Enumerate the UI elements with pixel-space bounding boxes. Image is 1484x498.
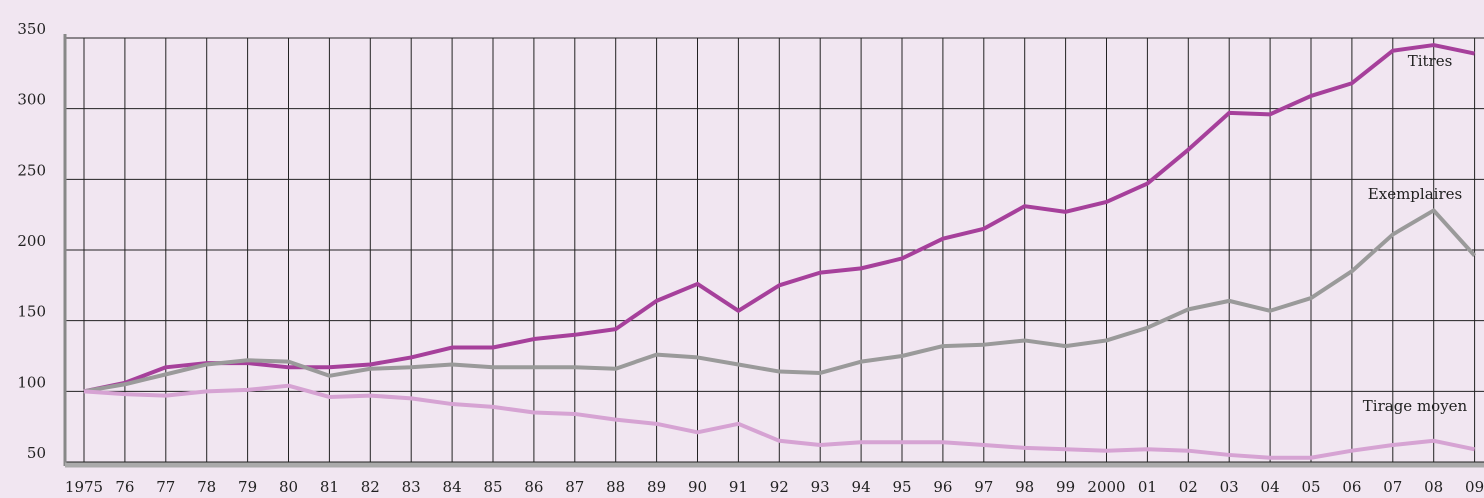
x-tick-label: 84: [443, 478, 462, 496]
y-tick-label: 100: [17, 373, 46, 391]
series-label: Exemplaires: [1368, 185, 1462, 203]
x-tick-label: 01: [1138, 478, 1157, 496]
x-tick-label: 76: [115, 478, 134, 496]
x-tick-label: 08: [1424, 478, 1443, 496]
x-tick-label: 80: [279, 478, 298, 496]
x-tick-label: 94: [852, 478, 871, 496]
x-tick-label: 1975: [65, 478, 103, 496]
series-line: [83, 43, 1476, 394]
x-tick-label: 2000: [1087, 478, 1125, 496]
x-tick-label: 87: [565, 478, 584, 496]
y-tick-label: 350: [17, 20, 46, 38]
y-tick-label: 50: [27, 444, 46, 462]
x-tick-label: 98: [1015, 478, 1034, 496]
x-tick-label: 82: [361, 478, 380, 496]
x-tick-label: 79: [238, 478, 257, 496]
x-tick-label: 86: [524, 478, 543, 496]
x-tick-label: 92: [770, 478, 789, 496]
series-label: Titres: [1408, 52, 1453, 70]
x-tick-label: 91: [729, 478, 748, 496]
x-tick-label: 97: [974, 478, 993, 496]
y-tick-label: 200: [17, 232, 46, 250]
x-tick-label: 90: [688, 478, 707, 496]
series-line: [83, 383, 1476, 460]
x-tick-label: 95: [892, 478, 911, 496]
x-tick-label: 78: [197, 478, 216, 496]
x-tick-label: 83: [402, 478, 421, 496]
x-tick-label: 89: [647, 478, 666, 496]
y-tick-label: 300: [17, 91, 46, 109]
x-tick-label: 85: [483, 478, 502, 496]
x-tick-label: 81: [320, 478, 339, 496]
series-label: Tirage moyen: [1363, 397, 1468, 415]
x-tick-label: 77: [156, 478, 175, 496]
x-tick-label: 05: [1301, 478, 1320, 496]
x-tick-label: 07: [1383, 478, 1402, 496]
series-line: [83, 208, 1477, 394]
x-tick-label: 93: [811, 478, 830, 496]
y-tick-label: 150: [17, 303, 46, 321]
x-tick-label: 96: [933, 478, 952, 496]
x-tick-label: 99: [1056, 478, 1075, 496]
x-tick-label: 02: [1179, 478, 1198, 496]
y-tick-label: 250: [17, 161, 46, 179]
x-tick-label: 88: [606, 478, 625, 496]
x-tick-label: 06: [1342, 478, 1361, 496]
x-tick-label: 03: [1220, 478, 1239, 496]
x-tick-label: 04: [1261, 478, 1280, 496]
x-tick-label: 09: [1465, 478, 1484, 496]
